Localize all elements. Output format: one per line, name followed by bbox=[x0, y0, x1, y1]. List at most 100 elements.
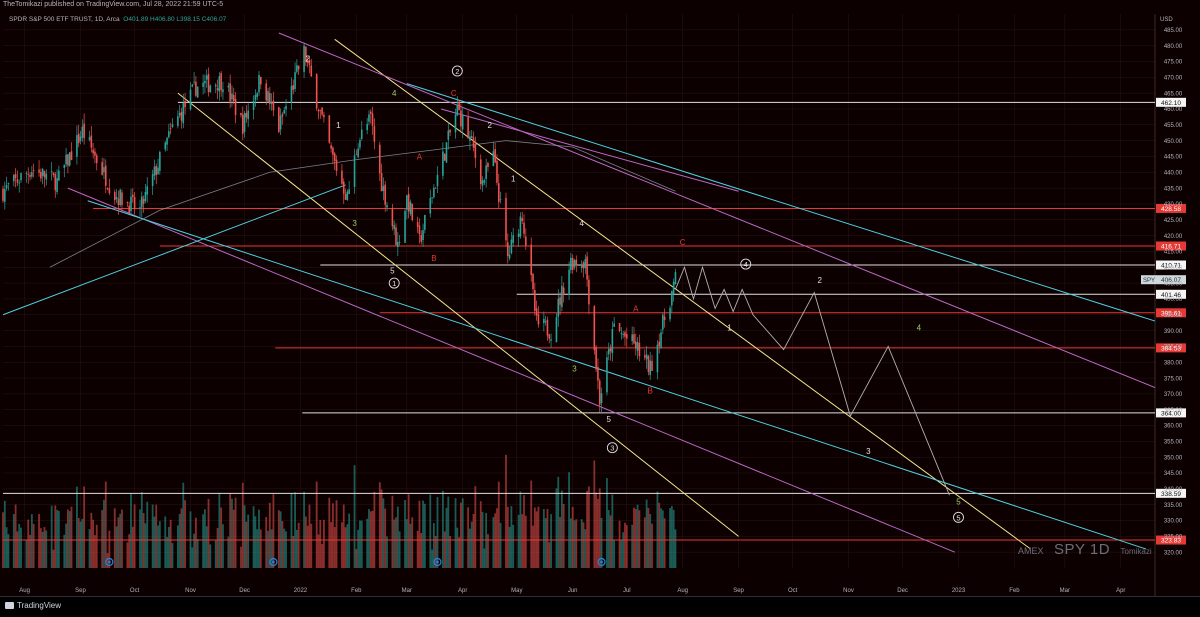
volume-bar bbox=[422, 500, 424, 568]
candle-body bbox=[41, 168, 44, 176]
candle-body bbox=[499, 199, 502, 201]
volume-bar bbox=[332, 503, 334, 568]
volume-bar bbox=[128, 534, 131, 568]
candle-body bbox=[371, 113, 374, 126]
last-price-tag bbox=[1141, 275, 1186, 285]
volume-bar bbox=[39, 528, 42, 568]
candle-body bbox=[260, 77, 262, 85]
candle-body bbox=[180, 111, 183, 121]
candle-body bbox=[20, 173, 22, 181]
candle-body bbox=[571, 257, 574, 270]
candle-body bbox=[624, 332, 626, 337]
volume-bar bbox=[83, 486, 86, 568]
candle-body bbox=[406, 195, 408, 210]
brand[interactable]: TradingView bbox=[5, 601, 61, 610]
candle-body bbox=[294, 72, 296, 89]
volume-bar bbox=[92, 519, 95, 568]
candle-body bbox=[353, 155, 356, 187]
candle-body bbox=[456, 104, 459, 116]
volume-bar bbox=[54, 505, 57, 568]
event-marker-dot bbox=[600, 560, 603, 564]
channel-line bbox=[67, 187, 956, 553]
candle-body bbox=[474, 144, 477, 159]
candle-body bbox=[497, 183, 500, 203]
volume-bar bbox=[494, 513, 497, 568]
candle-body bbox=[278, 107, 280, 132]
candle-body bbox=[303, 45, 305, 72]
volume-bar bbox=[532, 525, 534, 568]
volume-bar bbox=[524, 515, 527, 568]
level-label: 428.58 bbox=[1161, 206, 1181, 213]
volume-bar bbox=[333, 527, 336, 568]
volume-bar bbox=[497, 481, 500, 568]
price-tick-label: 410.00 bbox=[1164, 265, 1183, 271]
volume-bar bbox=[126, 542, 129, 568]
volume-bar bbox=[220, 507, 223, 568]
volume-bar bbox=[319, 519, 322, 568]
candle-body bbox=[487, 163, 489, 168]
candle-body bbox=[534, 290, 536, 311]
candle-body bbox=[306, 62, 309, 64]
candle-body bbox=[395, 227, 397, 246]
volume-bar bbox=[344, 527, 347, 568]
volume-bar bbox=[259, 529, 262, 568]
volume-bar bbox=[117, 517, 120, 568]
candle-body bbox=[449, 129, 451, 133]
price-tick-label: 375.00 bbox=[1164, 376, 1183, 382]
candle-body bbox=[297, 65, 300, 70]
candle-body bbox=[171, 124, 174, 127]
volume-bar bbox=[461, 498, 464, 568]
volume-bar bbox=[283, 528, 286, 568]
candle-body bbox=[393, 225, 396, 230]
candle-body bbox=[492, 151, 495, 167]
candle-body bbox=[332, 147, 334, 155]
volume-bar bbox=[432, 523, 435, 568]
volume-bar bbox=[243, 505, 246, 568]
candle-body bbox=[157, 167, 159, 174]
candle-body bbox=[382, 186, 385, 191]
horizontal-levels: 462.10 428.58 416.71 410.71 401.46 395.61 384.… bbox=[3, 97, 1186, 545]
level-label: 323.83 bbox=[1161, 538, 1181, 545]
wave-label: A bbox=[417, 152, 423, 161]
candle-body bbox=[56, 178, 58, 193]
candle-body bbox=[672, 281, 675, 295]
channel-line bbox=[406, 83, 1156, 322]
volume-bar bbox=[151, 504, 154, 568]
volume-bar bbox=[631, 524, 634, 568]
candle-body bbox=[470, 136, 473, 138]
wave-circle bbox=[953, 511, 964, 523]
candle-body bbox=[115, 197, 118, 200]
candle-body bbox=[663, 316, 666, 320]
volume-bar bbox=[360, 520, 363, 568]
level-label: 410.71 bbox=[1161, 263, 1181, 270]
wave-label: B bbox=[648, 387, 653, 396]
candle-body bbox=[254, 95, 257, 101]
time-tick-label: Jun bbox=[568, 588, 578, 594]
brand-name: TradingView bbox=[17, 601, 62, 610]
time-tick-label: Feb bbox=[351, 588, 362, 594]
trend-channels bbox=[2, 32, 1156, 553]
event-marker-icon bbox=[105, 557, 114, 567]
time-axis: Aug Sep Oct Nov Dec 2022 Feb Mar Apr May Jun Jul Aug… bbox=[19, 588, 1125, 594]
volume-bar bbox=[258, 509, 260, 568]
volume-bar bbox=[651, 523, 653, 568]
price-tick-label: 405.00 bbox=[1164, 281, 1183, 287]
time-tick-label: Aug bbox=[19, 588, 30, 594]
candle-body bbox=[436, 174, 439, 187]
volume-bar bbox=[550, 514, 552, 568]
wave-label: A bbox=[633, 304, 639, 313]
volume-bar bbox=[281, 521, 284, 568]
volume-bar bbox=[380, 489, 383, 568]
candle-body bbox=[620, 333, 623, 334]
candle-body bbox=[671, 290, 673, 306]
price-tick-label: 480.00 bbox=[1164, 44, 1183, 50]
volume-bar bbox=[663, 518, 666, 568]
level-tag bbox=[1156, 308, 1186, 318]
volume-bar bbox=[449, 535, 451, 568]
candle-body bbox=[229, 83, 231, 102]
price-tick-label: 360.00 bbox=[1164, 424, 1183, 430]
candle-body bbox=[315, 74, 318, 109]
candle-body bbox=[543, 318, 545, 324]
candle-body bbox=[79, 136, 82, 141]
